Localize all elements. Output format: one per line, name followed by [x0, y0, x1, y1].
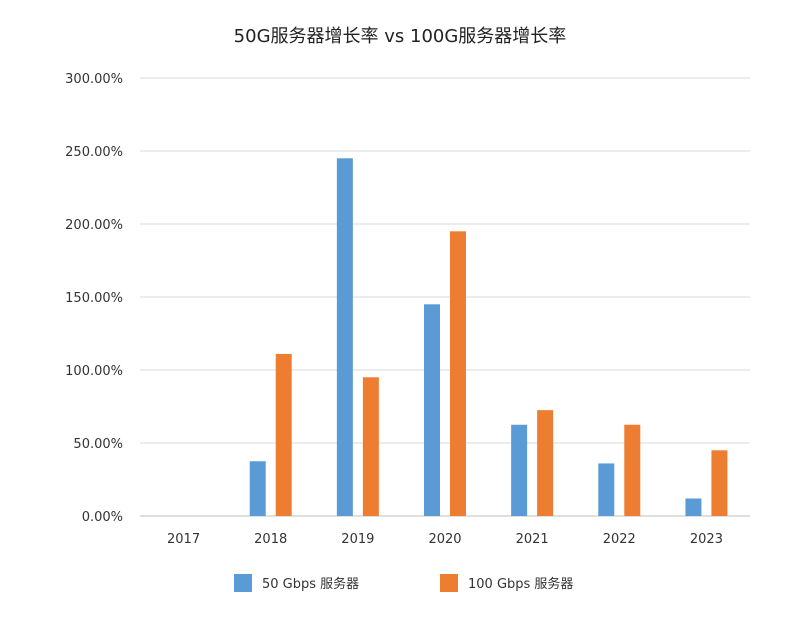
x-tick-label: 2017 — [167, 532, 200, 547]
x-tick-label: 2020 — [428, 532, 461, 547]
x-tick-label: 2022 — [603, 532, 636, 547]
y-tick-label: 0.00% — [82, 510, 123, 525]
bar-50g-2018 — [249, 461, 266, 516]
legend-swatch — [234, 574, 252, 592]
x-axis-ticks: 2017 2018 2019 2020 2021 2022 2023 — [167, 532, 723, 547]
y-axis-ticks: 0.00% 50.00% 100.00% 150.00% 200.00% 250.00% 3… — [65, 72, 123, 525]
bar-50g-2020 — [424, 304, 440, 516]
bar-100g-2020 — [450, 231, 466, 517]
bars — [249, 158, 728, 517]
bar-100g-2018 — [275, 353, 292, 516]
legend-label: 50 Gbps 服务器 — [262, 576, 359, 592]
x-tick-label: 2019 — [341, 532, 374, 547]
bar-100g-2023 — [711, 450, 728, 516]
gridlines — [140, 77, 750, 517]
x-tick-label: 2021 — [516, 532, 549, 547]
bar-50g-2023 — [685, 498, 702, 516]
bar-50g-2022 — [598, 463, 615, 516]
bar-50g-2021 — [511, 424, 528, 516]
bar-100g-2019 — [362, 377, 379, 516]
chart-title: 50G服务器增长率 vs 100G服务器增长率 — [234, 26, 567, 47]
y-tick-label: 150.00% — [65, 291, 123, 306]
y-tick-label: 300.00% — [65, 72, 123, 87]
bar-50g-2019 — [336, 158, 353, 517]
y-tick-label: 50.00% — [73, 437, 123, 452]
bar-100g-2021 — [537, 410, 554, 516]
legend-swatch — [440, 574, 458, 592]
x-tick-label: 2018 — [254, 532, 287, 547]
x-tick-label: 2023 — [690, 532, 723, 547]
y-tick-label: 250.00% — [65, 145, 123, 160]
legend-label: 100 Gbps 服务器 — [468, 576, 573, 592]
bar-100g-2022 — [624, 424, 641, 516]
y-tick-label: 100.00% — [65, 364, 123, 379]
y-tick-label: 200.00% — [65, 218, 123, 233]
legend: 50 Gbps 服务器 100 Gbps 服务器 — [234, 574, 573, 592]
